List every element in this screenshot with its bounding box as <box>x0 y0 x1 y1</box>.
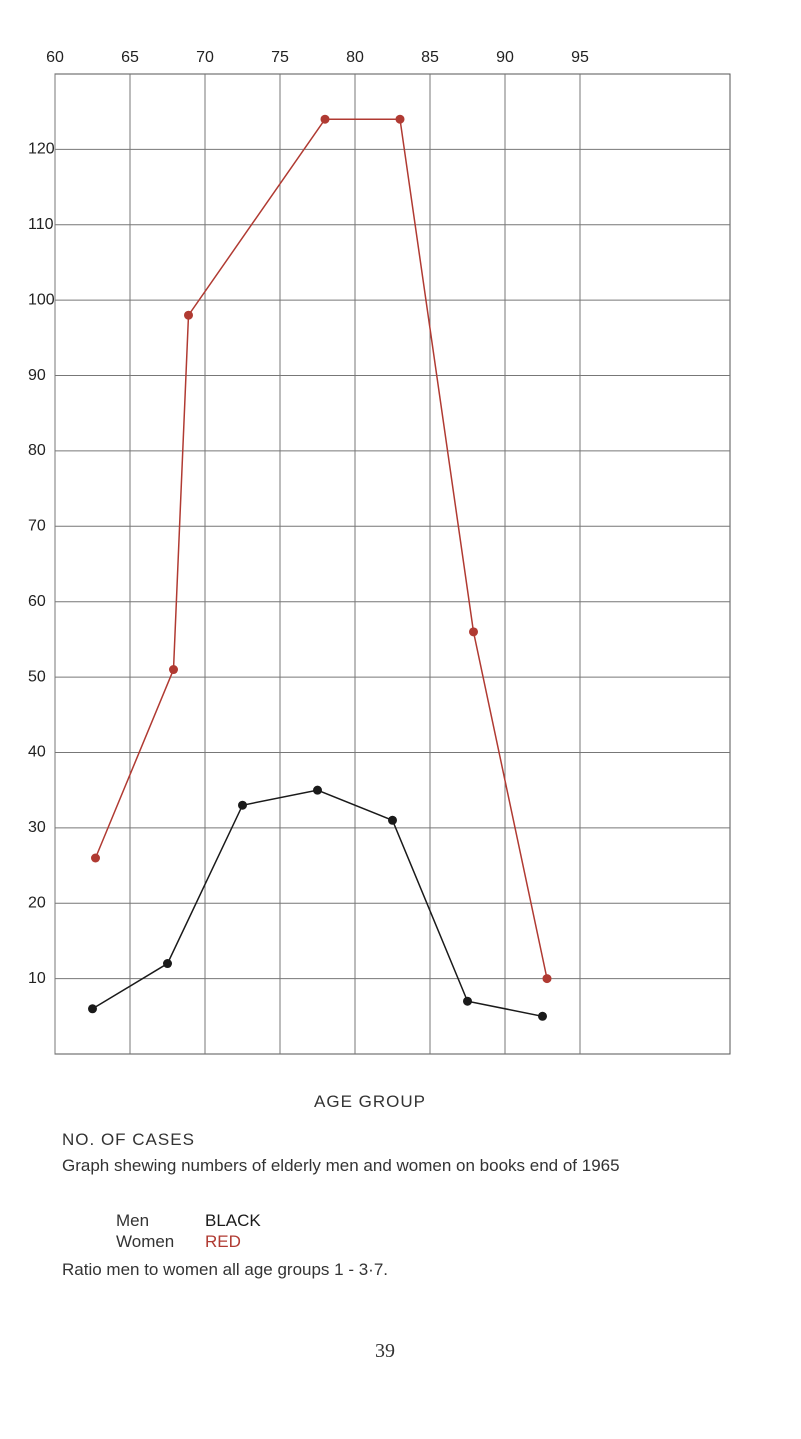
data-point <box>538 1011 547 1021</box>
legend-color: RED <box>205 1232 241 1251</box>
y-tick-label: 110 <box>28 216 54 233</box>
data-point <box>163 959 172 969</box>
x-axis-label: AGE GROUP <box>314 1092 426 1111</box>
data-point <box>88 1004 97 1014</box>
data-point <box>184 310 193 320</box>
data-point <box>238 800 247 810</box>
y-tick-label: 60 <box>28 593 46 610</box>
y-tick-label: 30 <box>28 819 46 836</box>
data-point <box>395 114 405 124</box>
y-tick-label: 10 <box>28 970 46 987</box>
x-tick-label: 90 <box>496 49 514 66</box>
y-tick-label: 40 <box>28 744 46 761</box>
y-axis-label: NO. OF CASES <box>62 1130 195 1149</box>
x-tick-label: 95 <box>571 49 589 66</box>
y-tick-label: 80 <box>28 442 46 459</box>
legend-color: BLACK <box>205 1211 261 1230</box>
y-tick-label: 90 <box>28 367 46 384</box>
note: Ratio men to women all age groups 1 - 3·… <box>62 1260 389 1279</box>
y-tick-label: 50 <box>28 668 46 685</box>
y-tick-label: 100 <box>28 291 55 308</box>
plot-frame <box>54 73 731 1055</box>
caption: Graph shewing numbers of elderly men and… <box>62 1156 620 1175</box>
data-point <box>313 785 322 795</box>
data-point <box>320 114 330 124</box>
x-tick-label: 70 <box>196 49 214 66</box>
data-point <box>463 996 472 1006</box>
x-tick-label: 75 <box>271 49 289 66</box>
series-line <box>94 118 548 979</box>
legend-label: Men <box>116 1211 150 1230</box>
y-tick-label: 20 <box>28 894 46 911</box>
data-point <box>388 815 397 825</box>
x-tick-label: 65 <box>121 49 139 66</box>
page-number: 39 <box>375 1340 395 1362</box>
legend-label: Women <box>116 1232 175 1251</box>
x-tick-label: 80 <box>346 49 364 66</box>
data-point <box>469 627 478 637</box>
data-point <box>169 665 178 675</box>
data-point <box>91 853 100 863</box>
y-tick-label: 120 <box>28 141 55 158</box>
x-tick-label: 60 <box>46 49 64 66</box>
data-point <box>542 974 552 984</box>
x-tick-label: 85 <box>421 49 439 66</box>
y-tick-label: 70 <box>28 518 46 535</box>
